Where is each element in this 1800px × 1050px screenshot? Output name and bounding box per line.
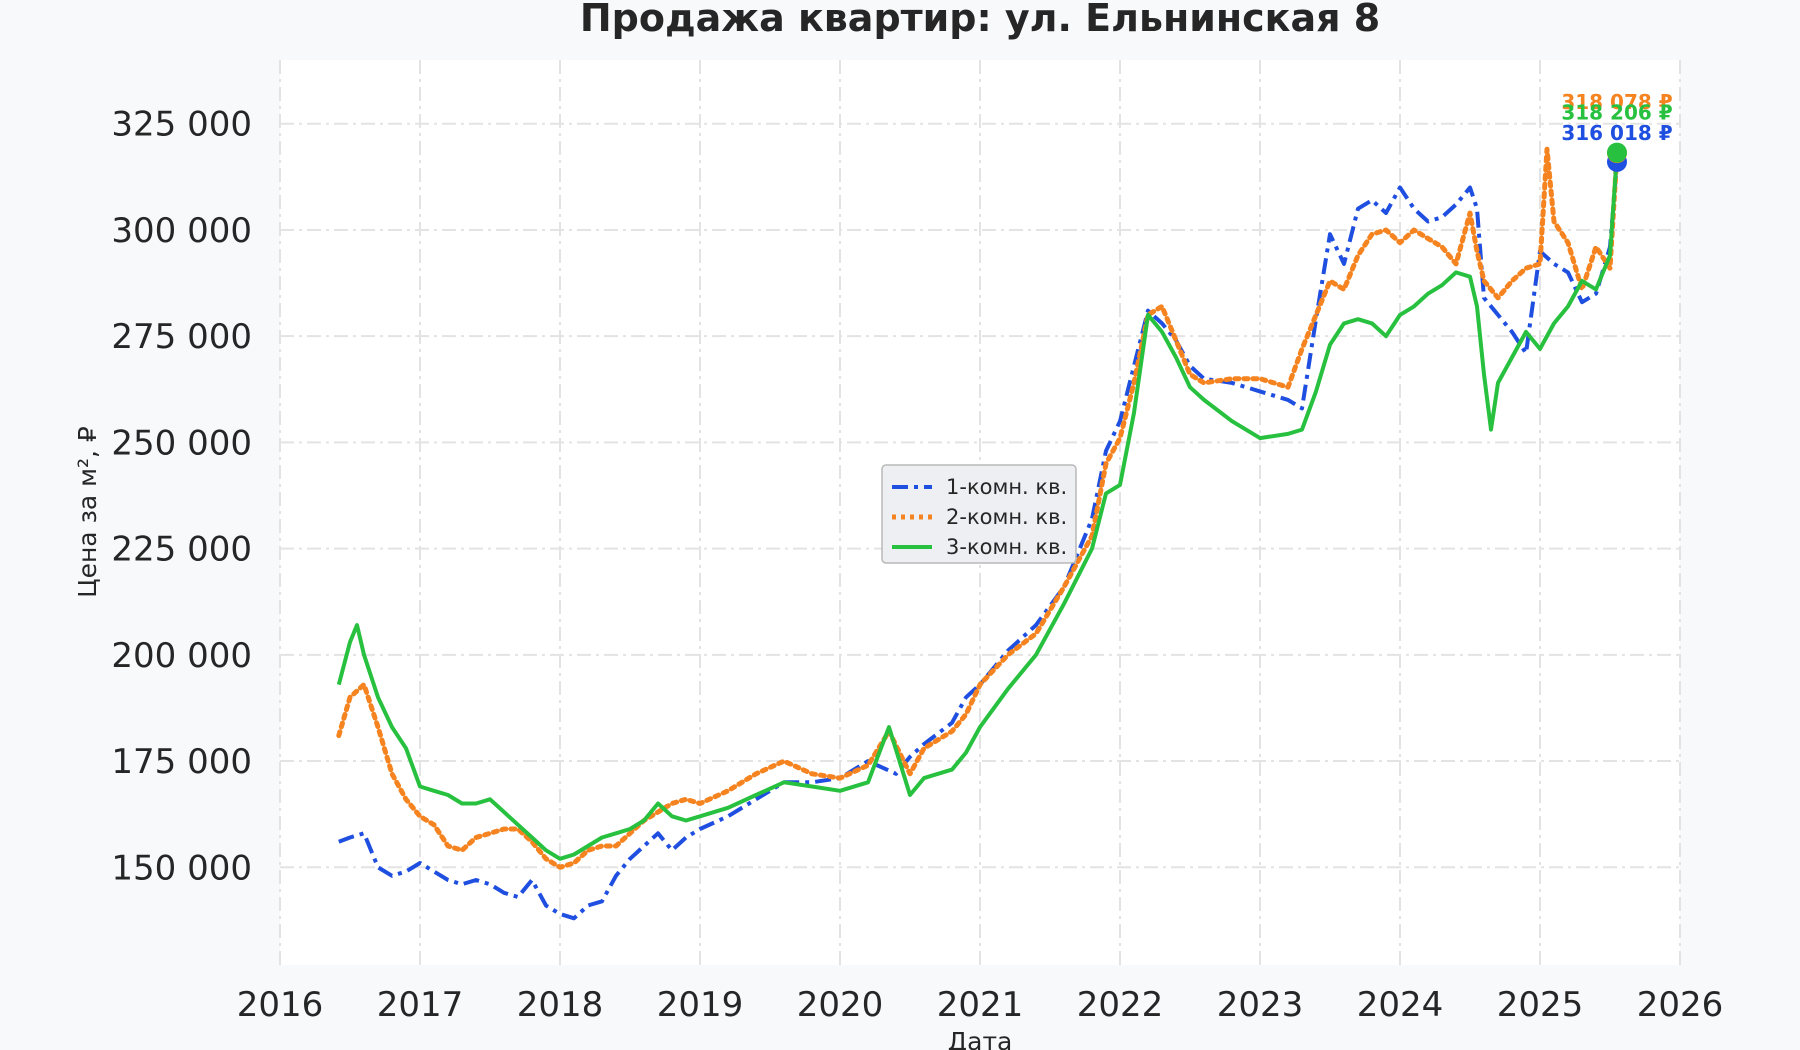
- x-tick-label: 2022: [1077, 985, 1164, 1025]
- y-tick-label: 250 000: [111, 423, 252, 463]
- y-tick-label: 175 000: [111, 742, 252, 782]
- x-tick-label: 2024: [1357, 985, 1444, 1025]
- y-tick-label: 300 000: [111, 211, 252, 251]
- y-tick-label: 225 000: [111, 530, 252, 570]
- chart-title: Продажа квартир: ул. Ельнинская 8: [580, 0, 1380, 40]
- legend-label-2: 2-комн. кв.: [946, 505, 1067, 529]
- y-axis-title: Цена за м², ₽: [73, 426, 102, 598]
- axes: 2016 2017 2018 2019 2020 2021 2022 2023 2024 2025…: [111, 105, 1723, 1025]
- x-tick-label: 2017: [377, 985, 464, 1025]
- series-line-3: [336, 152, 1619, 861]
- legend-label-3: 3-комн. кв.: [946, 535, 1067, 559]
- y-tick-label: 200 000: [111, 636, 252, 676]
- x-axis-title: Дата: [948, 1027, 1013, 1050]
- end-marker-3: [1607, 142, 1627, 163]
- series-lines: [336, 146, 1620, 921]
- grid-lines: [279, 60, 1681, 965]
- end-value-label-2: 318 078 ₽: [1561, 90, 1672, 114]
- x-tick-label: 2020: [797, 985, 884, 1025]
- x-tick-label: 2021: [937, 985, 1024, 1025]
- x-tick-label: 2019: [657, 985, 744, 1025]
- x-tick-label: 2016: [237, 985, 324, 1025]
- legend: 1-комн. кв. 2-комн. кв. 3-комн. кв.: [881, 464, 1077, 564]
- x-tick-label: 2018: [517, 985, 604, 1025]
- end-value-label-1: 316 018 ₽: [1561, 121, 1672, 145]
- x-tick-label: 2026: [1637, 985, 1724, 1025]
- series-line-2: [336, 146, 1620, 870]
- y-tick-label: 325 000: [111, 105, 252, 145]
- legend-label-1: 1-комн. кв.: [946, 475, 1067, 499]
- x-tick-label: 2025: [1497, 985, 1584, 1025]
- legend-box: [881, 464, 1077, 564]
- series-line-1: [338, 161, 1619, 921]
- x-tick-label: 2023: [1217, 985, 1304, 1025]
- y-tick-label: 275 000: [111, 317, 252, 357]
- y-tick-label: 150 000: [111, 848, 252, 888]
- end-value-label-3: 318 206 ₽: [1561, 101, 1672, 125]
- end-markers: 316 018 ₽ 318 078 ₽318 206 ₽: [1561, 90, 1673, 172]
